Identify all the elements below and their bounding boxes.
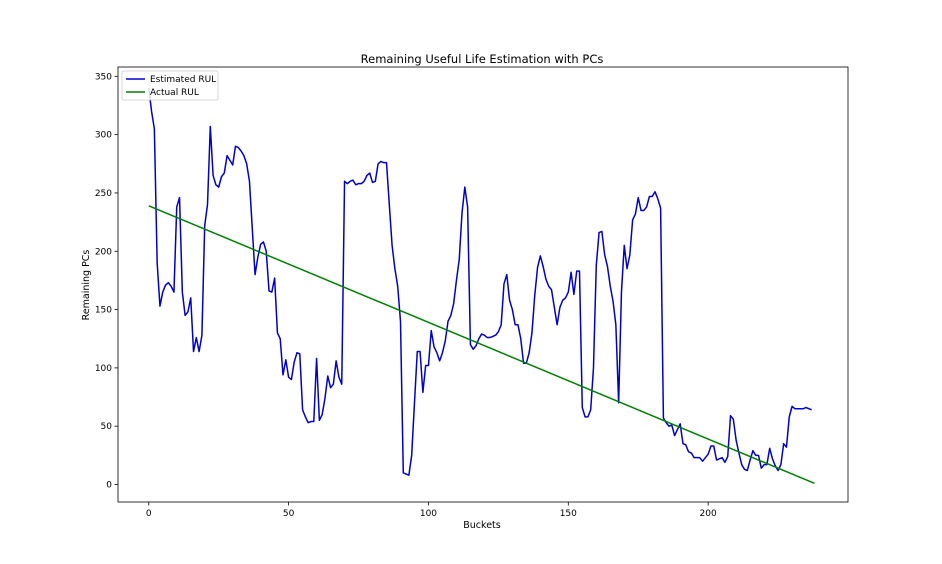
x-axis-label: Buckets xyxy=(463,520,500,531)
y-tick-label: 50 xyxy=(101,422,113,432)
x-tick-label: 0 xyxy=(146,509,152,519)
y-tick-label: 350 xyxy=(95,72,112,82)
y-tick-label: 250 xyxy=(95,189,112,199)
series-line-estimated-rul xyxy=(148,87,812,476)
legend: Estimated RUL Actual RUL xyxy=(121,70,219,101)
x-tick-label: 150 xyxy=(560,509,577,519)
legend-box xyxy=(121,70,219,101)
chart-title: Remaining Useful Life Estimation with PC… xyxy=(361,52,604,66)
plot-area: 0 50 100 150 200 0 50 100 150 200 250 300 350 Estimat… xyxy=(95,66,849,519)
y-tick-label: 150 xyxy=(95,306,112,316)
plot-frame xyxy=(117,66,849,503)
y-axis-label: Remaining PCs xyxy=(81,250,92,321)
y-tick-label: 100 xyxy=(95,364,112,374)
legend-label: Actual RUL xyxy=(150,88,199,98)
y-tick-label: 0 xyxy=(106,481,112,491)
y-tick-label: 200 xyxy=(95,247,112,257)
x-tick-label: 50 xyxy=(283,509,295,519)
legend-label: Estimated RUL xyxy=(150,75,216,85)
y-tick-label: 300 xyxy=(95,131,112,141)
x-tick-label: 100 xyxy=(420,509,437,519)
x-tick-label: 200 xyxy=(700,509,717,519)
series-line-actual-rul xyxy=(148,205,815,485)
